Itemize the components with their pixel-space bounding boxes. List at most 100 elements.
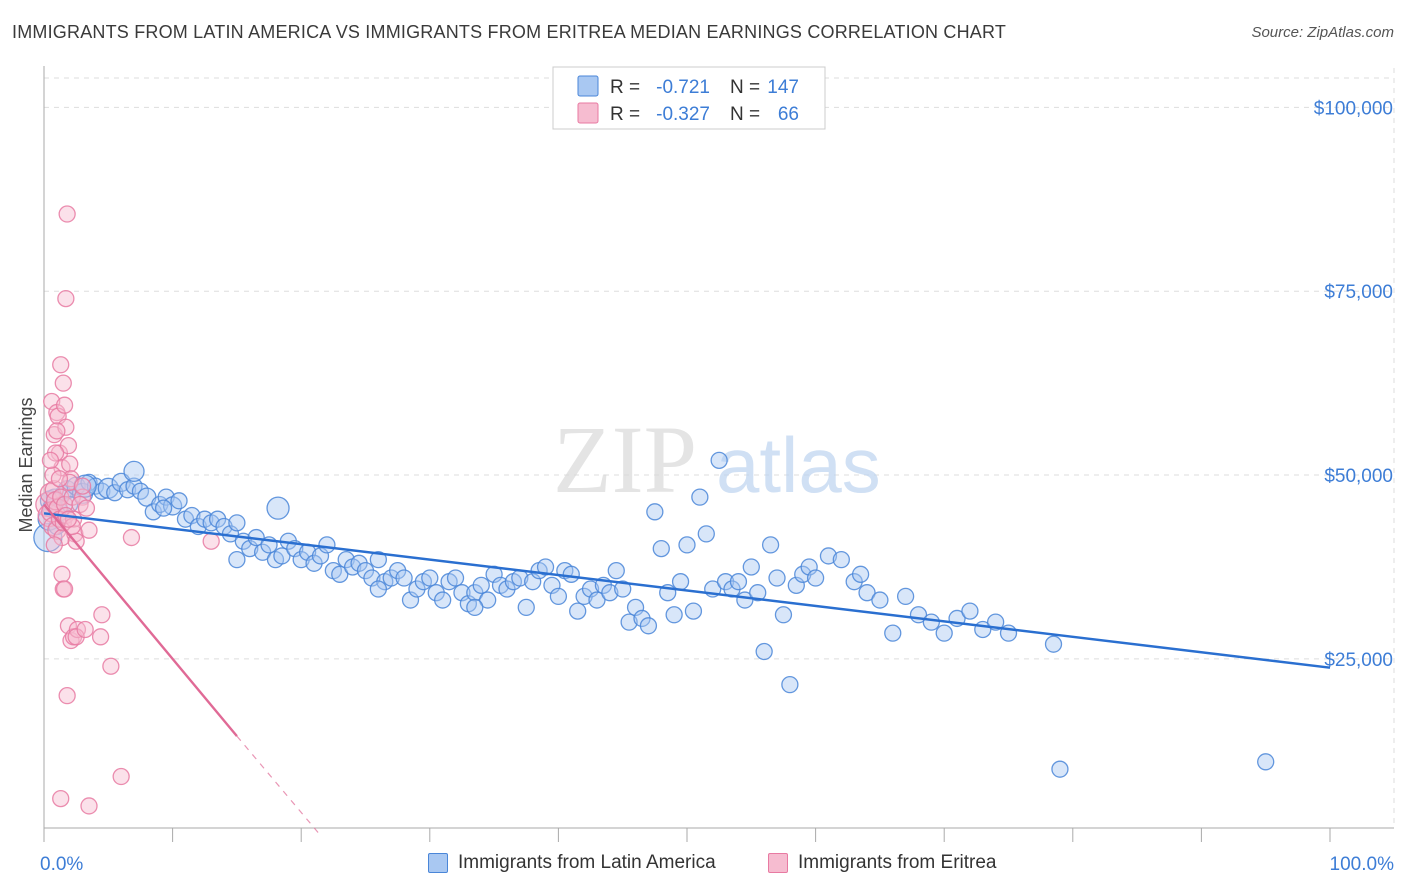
point-eritrea-33: [57, 289, 75, 308]
point-latin-america-131: [871, 591, 889, 609]
y-tick-label-1: $50,000: [1324, 466, 1393, 487]
point-latin-america-116: [749, 584, 767, 602]
point-eritrea-49: [52, 789, 70, 808]
point-latin-america-35: [228, 514, 246, 532]
point-eritrea-57: [55, 580, 74, 598]
legend-label-eritrea: Immigrants from Eritrea: [798, 852, 997, 873]
point-latin-america-118: [761, 536, 780, 554]
stats-r-label-latin-america: R =: [610, 77, 640, 98]
point-latin-america-136: [935, 624, 953, 642]
point-eritrea-60: [41, 451, 60, 470]
data-points: [33, 205, 1275, 815]
point-latin-america-91: [588, 591, 606, 609]
watermark: ZIP atlas: [553, 406, 881, 513]
point-eritrea-61: [48, 422, 66, 440]
point-eritrea-48: [112, 767, 130, 786]
point-latin-america-88: [569, 602, 587, 620]
point-latin-america-127: [832, 550, 850, 569]
point-latin-america-130: [858, 584, 876, 602]
point-latin-america-96: [620, 613, 638, 631]
point-eritrea-55: [122, 528, 141, 547]
point-eritrea-34: [61, 473, 79, 492]
point-eritrea-65: [59, 510, 78, 528]
point-eritrea-32: [58, 205, 76, 223]
watermark-zip: ZIP: [553, 406, 697, 513]
watermark-atlas: atlas: [716, 421, 881, 509]
point-latin-america-69: [446, 569, 465, 587]
point-latin-america-67: [434, 591, 452, 609]
point-latin-america-121: [781, 675, 799, 694]
legend-swatch-latin-america: [428, 853, 448, 873]
point-eritrea-44: [93, 606, 111, 624]
point-latin-america-151: [369, 580, 388, 598]
point-latin-america-51: [331, 565, 349, 583]
point-latin-america-133: [896, 587, 915, 606]
point-latin-america-94: [607, 561, 625, 580]
point-latin-america-141: [1044, 635, 1063, 653]
point-eritrea-64: [73, 477, 92, 495]
y-axis-label-group: Median Earnings: [16, 397, 36, 532]
point-latin-america-106: [684, 602, 703, 620]
point-eritrea-23: [57, 418, 75, 436]
point-eritrea-63: [45, 536, 63, 554]
trend-extension-eritrea: [236, 735, 321, 836]
legend-item-eritrea: Immigrants from Eritrea: [768, 852, 996, 874]
y-tick-label-2: $75,000: [1324, 282, 1393, 303]
stats-n-value-latin-america: 147: [767, 77, 799, 98]
point-latin-america-65: [421, 569, 439, 587]
stats-n-value-eritrea: 66: [778, 104, 799, 125]
stats-r-label-eritrea: R =: [610, 104, 640, 125]
point-latin-america-103: [665, 606, 683, 624]
point-latin-america-147: [266, 496, 290, 520]
point-latin-america-104: [671, 573, 690, 591]
point-latin-america-26: [170, 492, 188, 510]
point-latin-america-107: [691, 488, 709, 506]
point-latin-america-80: [517, 598, 535, 617]
point-latin-america-74: [479, 591, 497, 609]
stats-box: R = -0.721 N = 147 R = -0.327 N = 66: [552, 66, 826, 130]
point-latin-america-61: [395, 569, 413, 587]
point-latin-america-16: [106, 484, 124, 502]
point-eritrea-25: [61, 455, 79, 473]
point-eritrea-50: [80, 797, 98, 815]
point-latin-america-99: [639, 617, 658, 635]
point-latin-america-135: [922, 613, 940, 631]
point-latin-america-49: [318, 536, 336, 554]
trend-line-eritrea: [43, 503, 238, 737]
point-latin-america-42: [273, 547, 291, 565]
point-eritrea-36: [53, 565, 71, 583]
point-latin-america-125: [806, 569, 825, 587]
point-latin-america-113: [729, 573, 748, 591]
x-tick-label-1: 100.0%: [1330, 854, 1395, 875]
point-latin-america-93: [601, 584, 619, 602]
chart-title: IMMIGRANTS FROM LATIN AMERICA VS IMMIGRA…: [12, 22, 1007, 42]
point-latin-america-87: [562, 565, 580, 583]
stats-swatch-eritrea: [577, 102, 599, 124]
trend-line-latin-america: [43, 512, 1331, 669]
point-latin-america-148: [123, 460, 145, 483]
point-eritrea-59: [50, 470, 69, 488]
point-latin-america-126: [819, 547, 838, 565]
point-eritrea-21: [54, 374, 72, 392]
legend-swatch-eritrea: [768, 853, 788, 873]
point-eritrea-56: [202, 532, 220, 550]
point-latin-america-115: [742, 558, 760, 576]
point-eritrea-30: [55, 396, 74, 414]
point-latin-america-143: [1257, 753, 1275, 771]
axes: 0.0% 100.0% $25,000 $50,000 $75,000 $100,000: [40, 66, 1394, 875]
legend-item-latin-america: Immigrants from Latin America: [428, 852, 716, 874]
point-latin-america-120: [774, 606, 793, 624]
y-tick-label-3: $100,000: [1314, 98, 1393, 119]
point-latin-america-138: [961, 602, 979, 620]
point-eritrea-54: [80, 521, 98, 539]
point-eritrea-47: [58, 686, 76, 705]
grid-lines: [44, 68, 1395, 828]
point-latin-america-73: [472, 576, 490, 595]
point-eritrea-15: [43, 392, 61, 411]
chart-source: Source: ZipAtlas.com: [1251, 24, 1394, 41]
point-eritrea-20: [52, 356, 70, 374]
point-latin-america-150: [228, 550, 246, 569]
point-latin-america-132: [884, 624, 902, 642]
